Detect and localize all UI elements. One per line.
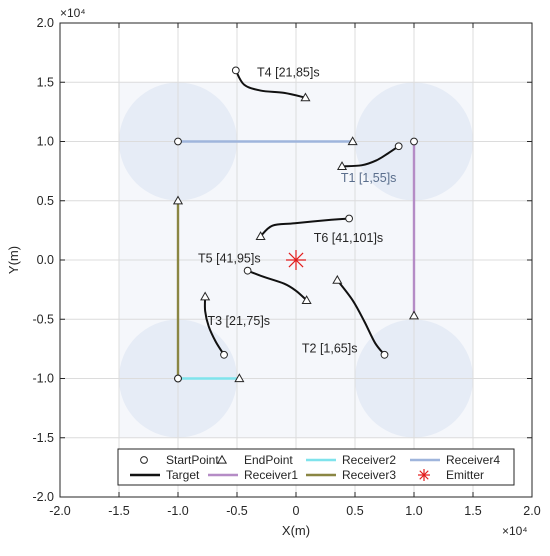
legend-box <box>117 448 515 486</box>
target-2-end-point <box>332 274 343 284</box>
legend-emitter-symbol-stroke-3 <box>419 470 429 480</box>
legend-target-label: Target <box>166 468 200 482</box>
receiver4-end-point <box>347 136 358 146</box>
receiver3-start-point <box>174 374 182 383</box>
target-2-label: T2 [1,65]s <box>302 341 358 355</box>
x-tick-label-6: 1.0 <box>405 504 422 518</box>
receiver3-end-point <box>172 195 184 205</box>
emitter-marker <box>286 250 306 270</box>
x-tick-label-7: 1.5 <box>464 504 481 518</box>
x-tick-label-5: 0.5 <box>346 504 363 518</box>
target-3-label: T3 [21,75]s <box>208 314 271 328</box>
legend-receiver1-label: Receiver1 <box>244 468 298 482</box>
legend-emitter-label: Emitter <box>446 468 484 482</box>
legend-receiver1: Receiver1 <box>208 468 298 482</box>
target-4-start-point <box>231 66 240 75</box>
receivers-layer <box>172 136 420 383</box>
target-4-label: T4 [21,85]s <box>257 65 320 79</box>
y-tick-label-0: -2.0 <box>32 490 54 504</box>
target-6-start-point <box>345 214 354 223</box>
x-tick-label-0: -2.0 <box>49 504 71 518</box>
target-5-end-point <box>301 295 312 304</box>
x-tick-label-3: -0.5 <box>226 504 248 518</box>
x-tick-label-8: 2.0 <box>523 504 540 518</box>
target-1-label: T1 [1,55]s <box>341 171 397 185</box>
y-tick-label-2: -1.0 <box>32 372 54 386</box>
target-3-end-point <box>200 291 211 301</box>
x-axis-label: X(m) <box>282 523 310 538</box>
target-5-start-point <box>243 266 252 275</box>
x-axis-exponent: ×10⁴ <box>502 524 528 538</box>
y-tick-label-6: 1.0 <box>37 135 54 149</box>
receiver4-start-point <box>174 137 182 146</box>
target-6-end-point <box>255 231 266 240</box>
legend-receiver3-label: Receiver3 <box>342 468 396 482</box>
x-tick-label-2: -1.0 <box>167 504 189 518</box>
receiver1-start-point <box>410 137 418 146</box>
emitter-marker-stroke-3 <box>288 252 304 268</box>
y-axis-label: Y(m) <box>6 246 21 274</box>
target-4-end-point <box>300 92 311 102</box>
target-1-start-point <box>394 142 403 151</box>
legend-receiver4-label: Receiver4 <box>446 453 500 467</box>
x-tick-label-1: -1.5 <box>108 504 130 518</box>
target-6-label: T6 [41,101]s <box>314 231 384 245</box>
legend-receiver3: Receiver3 <box>306 468 396 482</box>
target-4-trajectory <box>234 69 306 99</box>
legend-startpoint-symbol <box>140 456 148 464</box>
legend-receiver4: Receiver4 <box>410 453 500 467</box>
legend-emitter-symbol <box>418 469 430 481</box>
legend-endpoint-symbol <box>216 454 228 464</box>
y-axis-exponent: ×10⁴ <box>60 6 86 20</box>
legend-endpoint: EndPoint <box>216 453 293 467</box>
legend-receiver2-label: Receiver2 <box>342 453 396 467</box>
target-3-start-point <box>220 350 228 359</box>
target-2-start-point <box>380 350 389 359</box>
receiver1-end-point <box>408 310 420 320</box>
target-6-trajectory <box>259 217 350 238</box>
emitter-layer <box>286 250 306 270</box>
receiver2-end-point <box>234 373 245 383</box>
legend-startpoint: StartPoint <box>140 453 219 467</box>
legend-startpoint-label: StartPoint <box>166 453 219 467</box>
targets-layer: T1 [1,55]s T2 [1,65]s T3 [21,75]s T4 [21,85… <box>198 65 403 359</box>
legend-target: Target <box>130 468 200 482</box>
y-tick-label-8: 2.0 <box>37 16 54 30</box>
axes-layer: -2.0 -1.5 -1.0 -0.5 0 0.5 1.0 1.5 2.0 -2.0 -1.5 -1.… <box>32 16 540 518</box>
y-tick-label-3: -0.5 <box>32 312 54 326</box>
target-2-trajectory <box>336 279 386 356</box>
target-3-trajectory <box>203 296 225 356</box>
target-5-trajectory <box>247 269 308 302</box>
target-1-trajectory <box>341 145 400 168</box>
legend-endpoint-label: EndPoint <box>244 453 293 467</box>
y-tick-label-7: 1.5 <box>37 75 54 89</box>
legend-receiver2: Receiver2 <box>306 453 396 467</box>
legend: StartPoint EndPoint Receiver2 Receiver4 Targ… <box>117 448 515 486</box>
x-tick-label-4: 0 <box>293 504 300 518</box>
y-tick-label-5: 0.5 <box>37 194 54 208</box>
legend-emitter: Emitter <box>418 468 484 482</box>
target-5-label: T5 [41,95]s <box>198 251 261 265</box>
y-tick-label-4: 0.0 <box>37 253 54 267</box>
target-1-end-point <box>336 161 348 171</box>
y-tick-label-1: -1.5 <box>32 431 54 445</box>
